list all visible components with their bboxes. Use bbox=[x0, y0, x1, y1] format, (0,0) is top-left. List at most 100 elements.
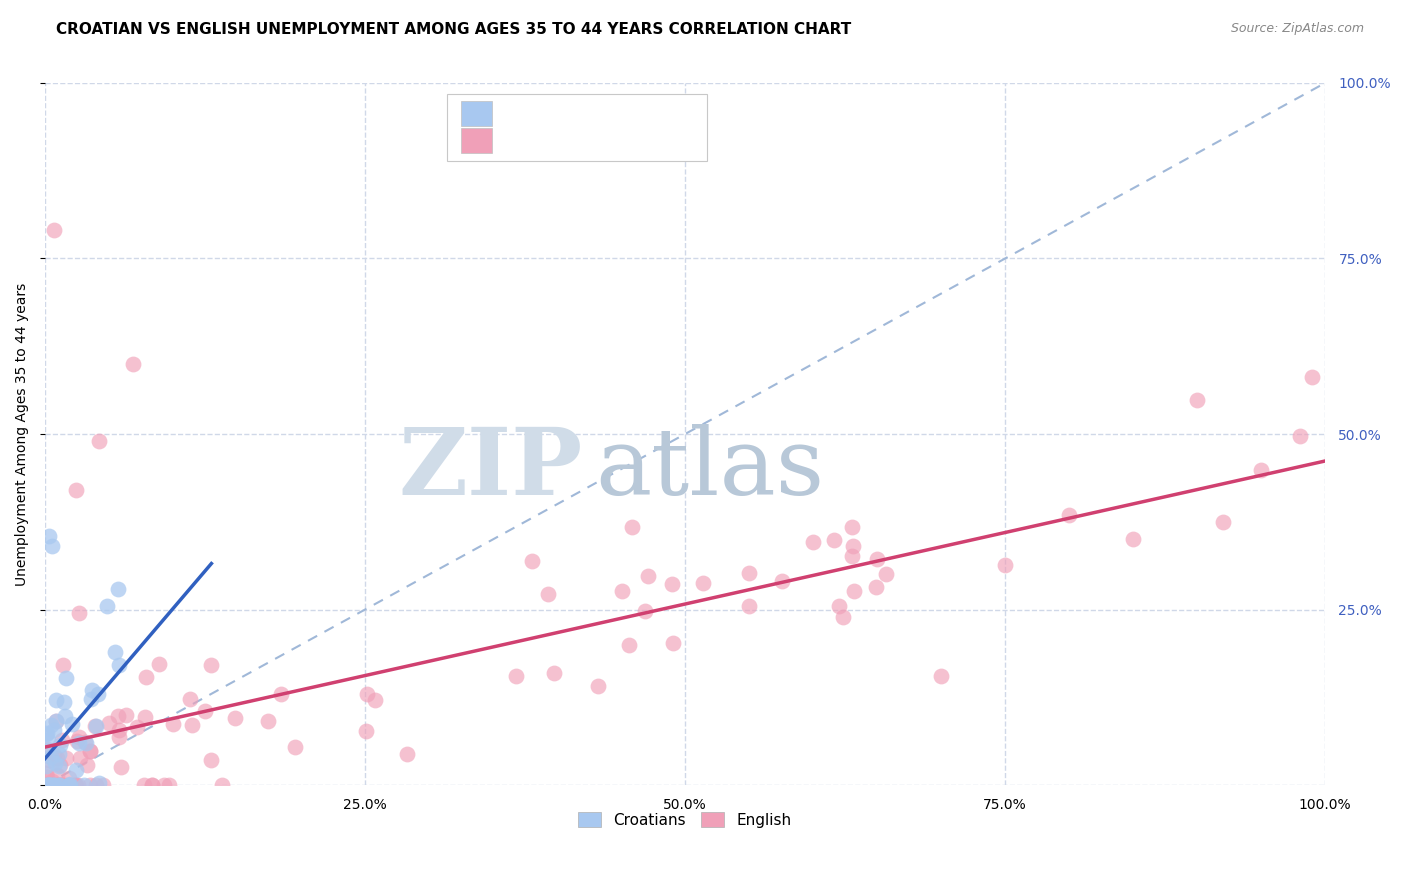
Point bbox=[48, 747, 70, 761]
Point bbox=[63, 778, 86, 792]
Point bbox=[610, 584, 633, 599]
Point bbox=[48, 757, 70, 772]
Text: R = 0.602   N = 48: R = 0.602 N = 48 bbox=[503, 106, 648, 120]
Point bbox=[200, 753, 222, 767]
Point bbox=[181, 718, 204, 732]
Point bbox=[1185, 393, 1208, 408]
Point bbox=[200, 658, 222, 673]
Point bbox=[994, 558, 1017, 572]
Point bbox=[637, 569, 659, 583]
Text: ZIP: ZIP bbox=[398, 424, 582, 514]
Point bbox=[132, 778, 155, 792]
Point bbox=[141, 778, 163, 792]
Point bbox=[42, 778, 65, 792]
Point bbox=[67, 607, 90, 621]
Point bbox=[841, 520, 863, 534]
Point bbox=[284, 740, 307, 755]
Point bbox=[59, 777, 82, 791]
Point bbox=[621, 519, 644, 533]
Point bbox=[51, 733, 73, 747]
Point bbox=[135, 670, 157, 684]
Point bbox=[46, 778, 69, 792]
Point bbox=[224, 711, 246, 725]
Point bbox=[98, 716, 121, 731]
Point bbox=[543, 665, 565, 680]
Point bbox=[45, 778, 67, 792]
Point bbox=[104, 645, 127, 659]
Point bbox=[44, 756, 66, 771]
Point bbox=[75, 736, 97, 750]
Text: Source: ZipAtlas.com: Source: ZipAtlas.com bbox=[1230, 22, 1364, 36]
Point bbox=[80, 692, 103, 706]
Point bbox=[363, 692, 385, 706]
Point bbox=[194, 704, 217, 718]
Point bbox=[866, 552, 889, 566]
Point bbox=[65, 763, 87, 777]
Point bbox=[1057, 508, 1080, 522]
Point bbox=[692, 576, 714, 591]
Point bbox=[58, 771, 80, 785]
Point bbox=[588, 680, 610, 694]
Point bbox=[46, 768, 69, 782]
Point bbox=[66, 778, 89, 792]
Point bbox=[49, 778, 72, 792]
Point bbox=[108, 730, 131, 744]
Point bbox=[107, 723, 129, 738]
Point bbox=[84, 719, 107, 733]
Point bbox=[148, 657, 170, 672]
Point bbox=[37, 726, 59, 740]
Point bbox=[52, 658, 75, 673]
Point bbox=[38, 753, 60, 767]
Point bbox=[108, 657, 131, 672]
Point bbox=[770, 574, 793, 588]
Point bbox=[738, 599, 761, 613]
Point bbox=[67, 730, 90, 744]
Point bbox=[44, 748, 66, 763]
Point bbox=[107, 582, 129, 597]
Point bbox=[45, 693, 67, 707]
Text: R = 0.634   N = 113: R = 0.634 N = 113 bbox=[503, 134, 658, 148]
Point bbox=[35, 741, 58, 756]
Point bbox=[87, 687, 110, 701]
Point bbox=[45, 714, 67, 728]
Point bbox=[42, 723, 65, 738]
Point bbox=[58, 778, 80, 792]
Point bbox=[59, 778, 82, 792]
Point bbox=[1250, 463, 1272, 477]
Point bbox=[89, 434, 111, 448]
Point bbox=[46, 751, 69, 765]
Point bbox=[62, 717, 84, 731]
Point bbox=[44, 778, 66, 792]
Point bbox=[49, 778, 72, 792]
Point bbox=[79, 744, 101, 758]
Point bbox=[51, 778, 73, 792]
Point bbox=[37, 770, 59, 784]
Point bbox=[865, 581, 887, 595]
Point bbox=[396, 747, 419, 761]
Point bbox=[58, 778, 80, 792]
Point bbox=[69, 736, 91, 750]
Point bbox=[505, 669, 527, 683]
Point bbox=[76, 757, 98, 772]
Point bbox=[37, 732, 59, 747]
Point bbox=[35, 778, 58, 792]
Point bbox=[63, 778, 86, 792]
Point bbox=[87, 776, 110, 790]
Point bbox=[356, 687, 378, 701]
Point bbox=[157, 778, 180, 792]
Point bbox=[37, 743, 59, 757]
Point bbox=[48, 777, 70, 791]
Point bbox=[44, 223, 66, 237]
Point bbox=[37, 778, 59, 792]
Point bbox=[65, 483, 87, 498]
Point bbox=[828, 599, 851, 614]
Point bbox=[84, 719, 107, 733]
Point bbox=[96, 599, 118, 613]
Point bbox=[39, 750, 62, 764]
Point bbox=[35, 759, 58, 773]
Point bbox=[1122, 533, 1144, 547]
Point bbox=[37, 778, 59, 792]
Point bbox=[270, 687, 292, 701]
Point bbox=[537, 587, 560, 601]
Point bbox=[73, 735, 96, 749]
